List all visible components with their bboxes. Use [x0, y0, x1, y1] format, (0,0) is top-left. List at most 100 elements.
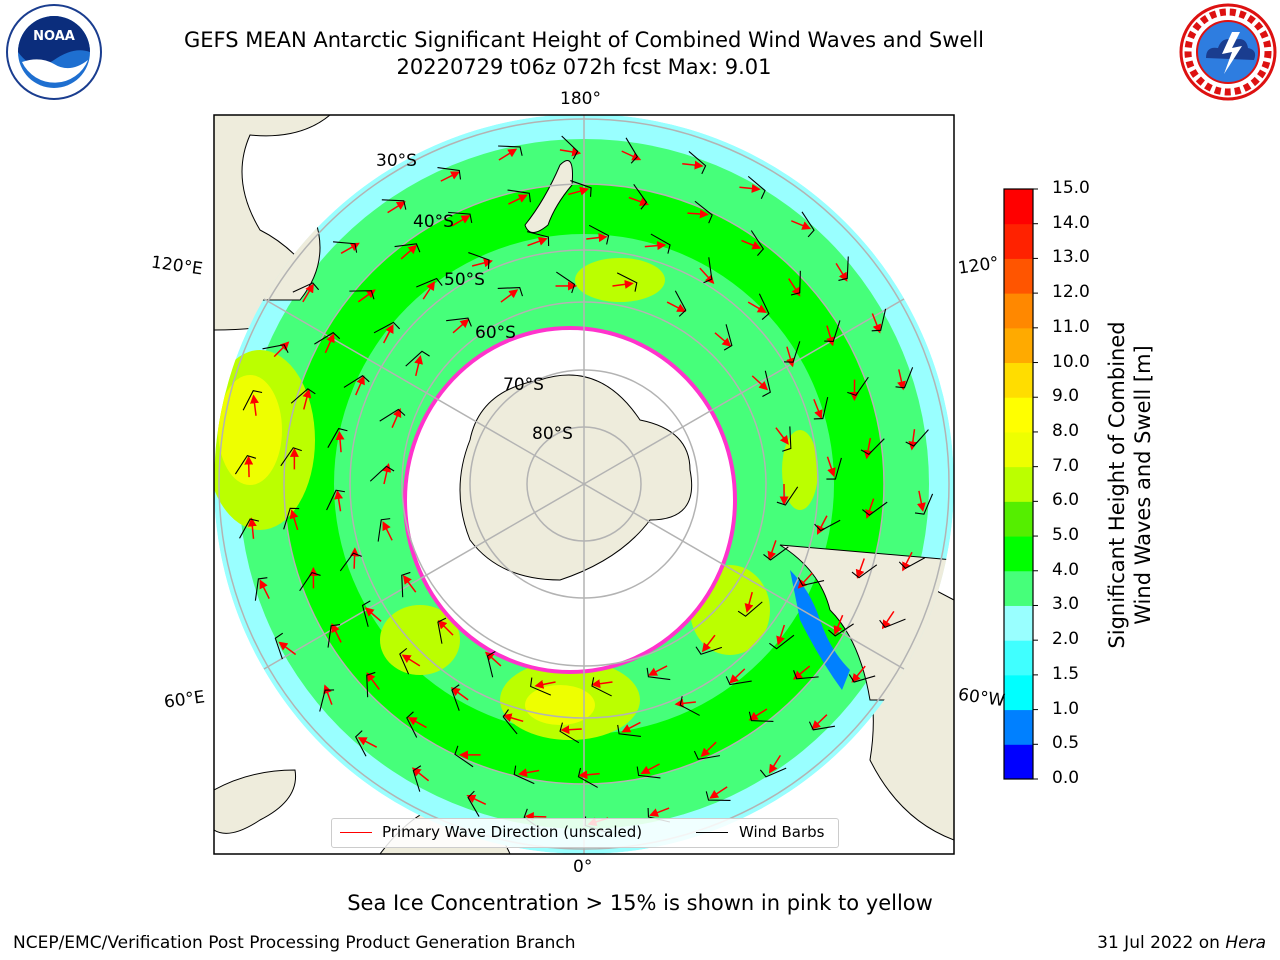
wind-barb: [914, 493, 934, 515]
colorbar-swatch: [1004, 605, 1033, 641]
colorbar-tick-label: 14.0: [1052, 212, 1090, 233]
wave-direction-arrow: [897, 369, 906, 391]
wave-direction-arrow: [714, 332, 732, 347]
wind-barb: [349, 290, 375, 300]
wave-direction-arrow: [687, 209, 709, 219]
colorbar-tick-label: 13.0: [1052, 247, 1090, 268]
wind-barb: [242, 390, 263, 411]
legend-wave-direction-label: Primary Wave Direction (unscaled): [382, 823, 643, 841]
wind-barb: [394, 243, 421, 253]
wave-direction-arrow: [527, 237, 548, 247]
wind-barb: [399, 647, 410, 675]
wind-barb: [454, 745, 474, 768]
wave-direction-arrow: [682, 160, 704, 170]
colorbar-tick-label: 6.0: [1052, 490, 1080, 511]
wave-direction-arrow: [775, 427, 789, 445]
wind-barb: [412, 765, 422, 792]
wind-barb: [405, 350, 430, 367]
chart-title: GEFS MEAN Antarctic Significant Height o…: [183, 28, 985, 52]
wave-direction-arrow: [700, 741, 717, 758]
wind-barb: [848, 674, 876, 683]
wave-direction-arrow: [250, 394, 259, 416]
colorbar-tick-label: 3.0: [1052, 594, 1080, 615]
wave-direction-arrow: [382, 463, 392, 485]
wind-barb: [556, 271, 576, 294]
wind-barb: [343, 375, 370, 388]
wind-barb: [570, 180, 592, 197]
wave-direction-arrow: [440, 171, 461, 182]
wind-barb: [239, 518, 260, 539]
latitude-label-80s: 80°S: [532, 424, 573, 444]
wind-barb: [530, 677, 552, 696]
wave-direction-arrow: [500, 289, 519, 303]
wind-barb: [828, 623, 854, 637]
colorbar-tick-label: 12.0: [1052, 282, 1090, 303]
wind-barb: [366, 671, 376, 698]
wave-direction-arrow: [323, 684, 333, 705]
wave-direction-arrow: [247, 517, 257, 539]
wave-direction-arrow: [747, 301, 767, 313]
wave-direction-arrow: [364, 607, 382, 622]
meridian-label-0: 0°: [573, 857, 593, 877]
footer-date: 31 Jul 2022 on Hera: [1097, 933, 1266, 953]
wave-direction-arrow: [382, 521, 393, 541]
wind-barb: [283, 507, 300, 530]
colorbar-tick-label: 1.5: [1052, 663, 1080, 684]
wave-direction-arrow: [881, 610, 895, 630]
wave-direction-arrow: [273, 341, 290, 358]
wind-barb: [769, 634, 795, 650]
wave-direction-arrow: [751, 375, 769, 391]
wind-barb: [723, 324, 733, 351]
colorbar-swatch: [1004, 536, 1033, 572]
wind-barb: [234, 454, 257, 475]
wind-barb: [784, 341, 801, 363]
wind-barb: [513, 765, 535, 785]
wave-direction-arrow: [826, 456, 836, 478]
legend-wind-barbs-label: Wind Barbs: [739, 823, 825, 841]
wind-barb: [591, 677, 612, 697]
wind-barb: [750, 230, 765, 257]
colorbar-tick-label: 9.0: [1052, 386, 1080, 407]
wave-direction-arrow: [568, 186, 590, 196]
wind-barb: [625, 137, 639, 164]
colorbar-tick-label: 15.0: [1052, 178, 1090, 198]
wind-barb: [577, 767, 598, 788]
colorbar-swatch: [1004, 431, 1033, 468]
wind-barb: [502, 709, 518, 735]
wave-direction-arrow: [793, 665, 811, 680]
colorbar-tick-label: 4.0: [1052, 559, 1080, 580]
map-legend: Primary Wave Direction (unscaled) Wind B…: [331, 818, 839, 848]
footer-branch: NCEP/EMC/Verification Post Processing Pr…: [13, 933, 576, 953]
latitude-label-40s: 40°S: [413, 212, 454, 232]
legend-wind-barbs-swatch: [696, 832, 728, 833]
land-africa: [214, 769, 297, 834]
svg-text:NOAA: NOAA: [33, 29, 75, 44]
wave-direction-arrow: [644, 241, 667, 251]
colorbar-swatch: [1004, 640, 1033, 676]
wind-barb: [467, 790, 480, 817]
wave-direction-arrow: [591, 679, 613, 689]
wave-direction-arrow: [835, 263, 848, 282]
wave-direction-arrow: [517, 768, 540, 778]
wave-direction-arrow: [414, 354, 424, 377]
wave-direction-arrow: [871, 313, 882, 334]
wind-barb: [737, 601, 763, 617]
wind-barb: [838, 256, 849, 281]
wave-direction-arrow: [586, 233, 608, 243]
wave-direction-arrow: [350, 547, 360, 569]
wind-barb: [763, 546, 789, 561]
wave-direction-arrow: [244, 455, 254, 478]
wind-barb: [327, 427, 348, 448]
wave-direction-arrows: [244, 147, 926, 827]
wind-barb: [725, 676, 752, 686]
wave-direction-arrow: [788, 278, 801, 297]
wave-direction-arrow: [498, 148, 518, 161]
wave-direction-arrow: [776, 624, 786, 646]
wind-barb: [747, 175, 766, 199]
colorbar-swatch: [1004, 466, 1033, 502]
colorbar-title-line2: Wind Waves and Swell [m]: [1131, 345, 1155, 625]
wind-barb: [703, 257, 713, 284]
wind-barb: [446, 317, 472, 327]
wave-direction-arrow: [450, 687, 469, 701]
